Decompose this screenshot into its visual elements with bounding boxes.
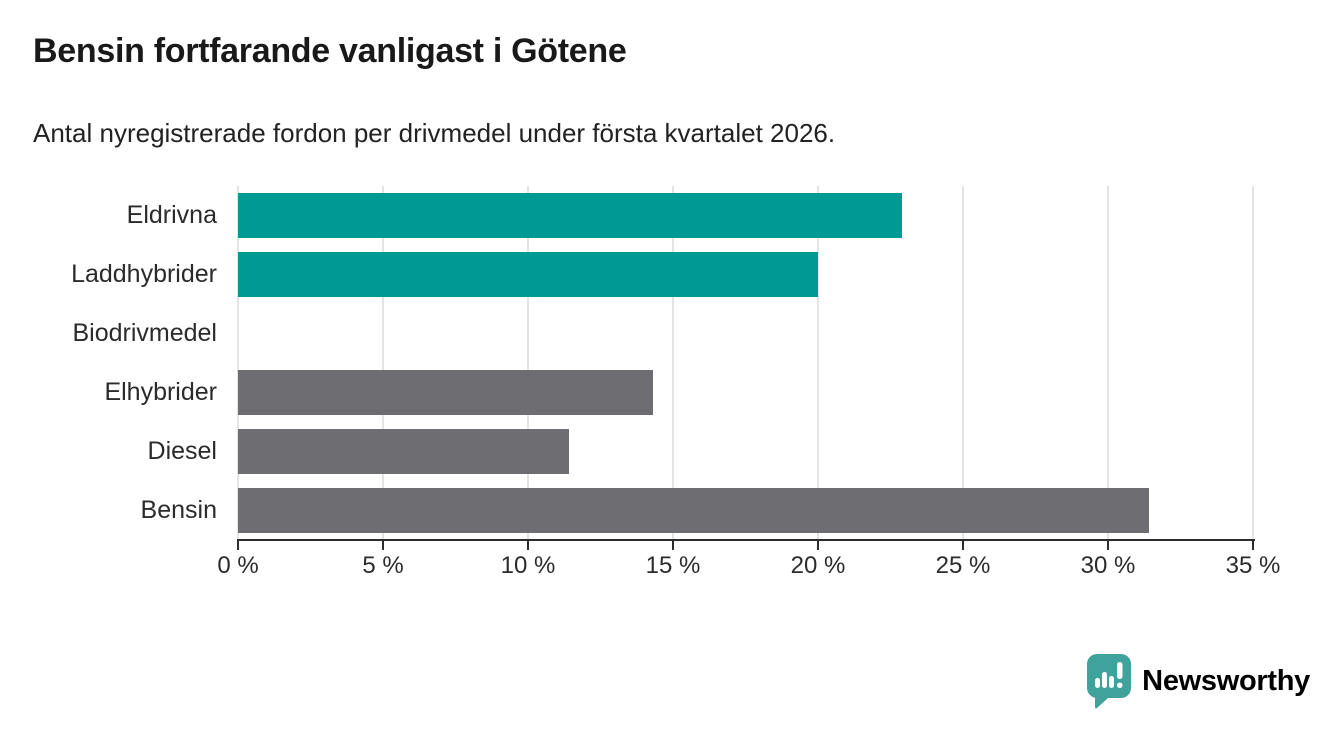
tick-mark-15 bbox=[672, 539, 674, 550]
tick-label-15: 15 % bbox=[645, 552, 701, 579]
tick-label-0: 0 % bbox=[217, 552, 259, 579]
bar-eldrivna bbox=[238, 193, 903, 238]
bar-elhybrider bbox=[238, 370, 653, 415]
tick-label-25: 25 % bbox=[935, 552, 991, 579]
gridline-35 bbox=[1252, 186, 1254, 540]
logo-bar-3 bbox=[1109, 676, 1115, 688]
gridline-20 bbox=[817, 186, 819, 540]
bar-diesel bbox=[238, 429, 569, 474]
category-label-elhybrider: Elhybrider bbox=[104, 378, 217, 406]
tick-mark-35 bbox=[1252, 539, 1254, 550]
logo-exclamation-dot bbox=[1117, 682, 1123, 688]
gridline-25 bbox=[962, 186, 964, 540]
brand-name: Newsworthy bbox=[1142, 664, 1310, 697]
gridline-0 bbox=[237, 186, 239, 540]
logo-exclamation-stem bbox=[1117, 662, 1123, 679]
logo-bar-1 bbox=[1095, 678, 1101, 688]
x-axis-line bbox=[237, 539, 1255, 541]
category-axis-labels: Eldrivna Laddhybrider Biodrivmedel Elhybrid… bbox=[0, 186, 217, 540]
gridline-10 bbox=[527, 186, 529, 540]
bar-chart: Eldrivna Laddhybrider Biodrivmedel Elhybrid… bbox=[0, 186, 1340, 596]
chart-title: Bensin fortfarande vanligast i Götene bbox=[33, 32, 627, 70]
tick-mark-5 bbox=[382, 539, 384, 550]
gridline-30 bbox=[1107, 186, 1109, 540]
tick-label-35: 35 % bbox=[1225, 552, 1281, 579]
tick-label-20: 20 % bbox=[790, 552, 846, 579]
tick-label-5: 5 % bbox=[362, 552, 404, 579]
logo-bar-2 bbox=[1102, 672, 1108, 688]
tick-mark-0 bbox=[237, 539, 239, 550]
bar-laddhybrider bbox=[238, 252, 818, 297]
tick-mark-10 bbox=[527, 539, 529, 550]
tick-mark-20 bbox=[817, 539, 819, 550]
newsworthy-pin-barchart-icon bbox=[1087, 654, 1132, 709]
brand-footer: Newsworthy bbox=[1086, 653, 1310, 709]
category-label-eldrivna: Eldrivna bbox=[126, 201, 217, 229]
tick-label-10: 10 % bbox=[500, 552, 556, 579]
tick-mark-30 bbox=[1107, 539, 1109, 550]
gridline-15 bbox=[672, 186, 674, 540]
category-label-bensin: Bensin bbox=[140, 496, 217, 524]
gridline-5 bbox=[382, 186, 384, 540]
category-label-diesel: Diesel bbox=[147, 437, 217, 465]
tick-mark-25 bbox=[962, 539, 964, 550]
bar-bensin bbox=[238, 488, 1149, 533]
chart-subtitle: Antal nyregistrerade fordon per drivmede… bbox=[33, 118, 836, 148]
category-label-biodrivmedel: Biodrivmedel bbox=[72, 319, 217, 347]
tick-label-30: 30 % bbox=[1080, 552, 1136, 579]
category-label-laddhybrider: Laddhybrider bbox=[71, 260, 217, 288]
plot-area bbox=[237, 186, 1254, 540]
